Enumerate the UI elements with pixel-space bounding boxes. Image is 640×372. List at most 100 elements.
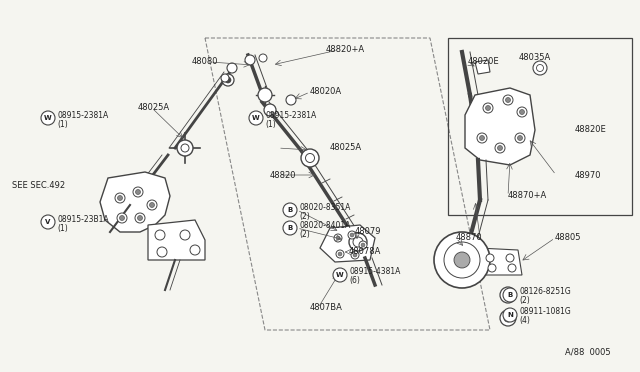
Circle shape [503,288,517,302]
Text: 48820+A: 48820+A [326,45,365,55]
Circle shape [138,215,143,221]
Circle shape [517,107,527,117]
Text: 08126-8251G: 08126-8251G [519,288,571,296]
Circle shape [118,196,122,201]
Circle shape [486,106,490,110]
Text: (2): (2) [299,212,310,221]
Text: 48970: 48970 [575,170,602,180]
Text: 48080: 48080 [192,58,218,67]
Circle shape [506,97,511,103]
Polygon shape [478,248,522,275]
Text: 48020A: 48020A [310,87,342,96]
Circle shape [117,213,127,223]
Circle shape [180,230,190,240]
Text: (1): (1) [265,119,276,128]
Circle shape [286,95,296,105]
Polygon shape [100,172,170,232]
Text: 48025A: 48025A [138,103,170,112]
Circle shape [227,63,237,73]
Text: 48025A: 48025A [330,144,362,153]
Polygon shape [465,88,535,165]
Circle shape [515,133,525,143]
Circle shape [150,202,154,208]
Text: N: N [507,312,513,318]
Text: B: B [287,207,292,213]
Text: 08915-4381A: 08915-4381A [349,267,401,276]
Circle shape [336,250,344,258]
Circle shape [259,54,267,62]
Circle shape [483,103,493,113]
Text: 08911-1081G: 08911-1081G [519,308,571,317]
Polygon shape [320,225,375,262]
Text: (6): (6) [349,276,360,285]
Circle shape [41,111,55,125]
Text: 48078A: 48078A [349,247,381,257]
Circle shape [115,193,125,203]
Circle shape [177,140,193,156]
Circle shape [349,233,367,251]
Circle shape [497,145,502,151]
Circle shape [301,149,319,167]
Text: W: W [336,272,344,278]
Text: SEE SEC.492: SEE SEC.492 [12,182,65,190]
Circle shape [500,310,516,326]
Text: 48870: 48870 [456,234,483,243]
Circle shape [506,254,514,262]
Circle shape [157,247,167,257]
Circle shape [500,287,516,303]
Circle shape [520,109,525,115]
Circle shape [479,135,484,141]
Circle shape [348,231,356,239]
Circle shape [533,61,547,75]
Text: (2): (2) [299,230,310,238]
Circle shape [434,232,490,288]
Circle shape [334,234,342,242]
Text: 48035A: 48035A [519,54,551,62]
Circle shape [135,213,145,223]
Circle shape [41,215,55,229]
Circle shape [353,253,357,257]
Circle shape [155,230,165,240]
Circle shape [258,88,272,102]
Circle shape [190,245,200,255]
Polygon shape [148,220,205,260]
Text: W: W [252,115,260,121]
Text: 08915-2381A: 08915-2381A [57,110,108,119]
Circle shape [221,74,229,82]
Circle shape [495,143,505,153]
Circle shape [351,251,359,259]
Text: (1): (1) [57,119,68,128]
Text: B: B [508,292,513,298]
Circle shape [222,74,234,86]
Circle shape [136,189,141,195]
Circle shape [359,241,367,249]
Text: (1): (1) [57,224,68,232]
Circle shape [508,264,516,272]
Circle shape [486,254,494,262]
Text: 08915-2381A: 08915-2381A [265,110,316,119]
Text: 48870+A: 48870+A [508,192,547,201]
Polygon shape [475,60,490,74]
Text: W: W [44,115,52,121]
Text: 08915-23B1A: 08915-23B1A [57,215,109,224]
Text: 48079: 48079 [355,228,381,237]
Circle shape [225,77,231,83]
Circle shape [338,252,342,256]
Circle shape [283,221,297,235]
Circle shape [264,104,276,116]
Circle shape [336,236,340,240]
Text: 08020-8351A: 08020-8351A [299,202,350,212]
Circle shape [361,243,365,247]
Text: B: B [287,225,292,231]
Circle shape [488,264,496,272]
Text: A/88  0005: A/88 0005 [565,347,611,356]
Circle shape [120,215,125,221]
Text: 4807BA: 4807BA [310,304,343,312]
Circle shape [249,111,263,125]
Circle shape [503,95,513,105]
Text: V: V [45,219,51,225]
Text: 48820E: 48820E [575,125,607,135]
Text: 48820: 48820 [270,170,296,180]
Circle shape [503,308,517,322]
Circle shape [133,187,143,197]
